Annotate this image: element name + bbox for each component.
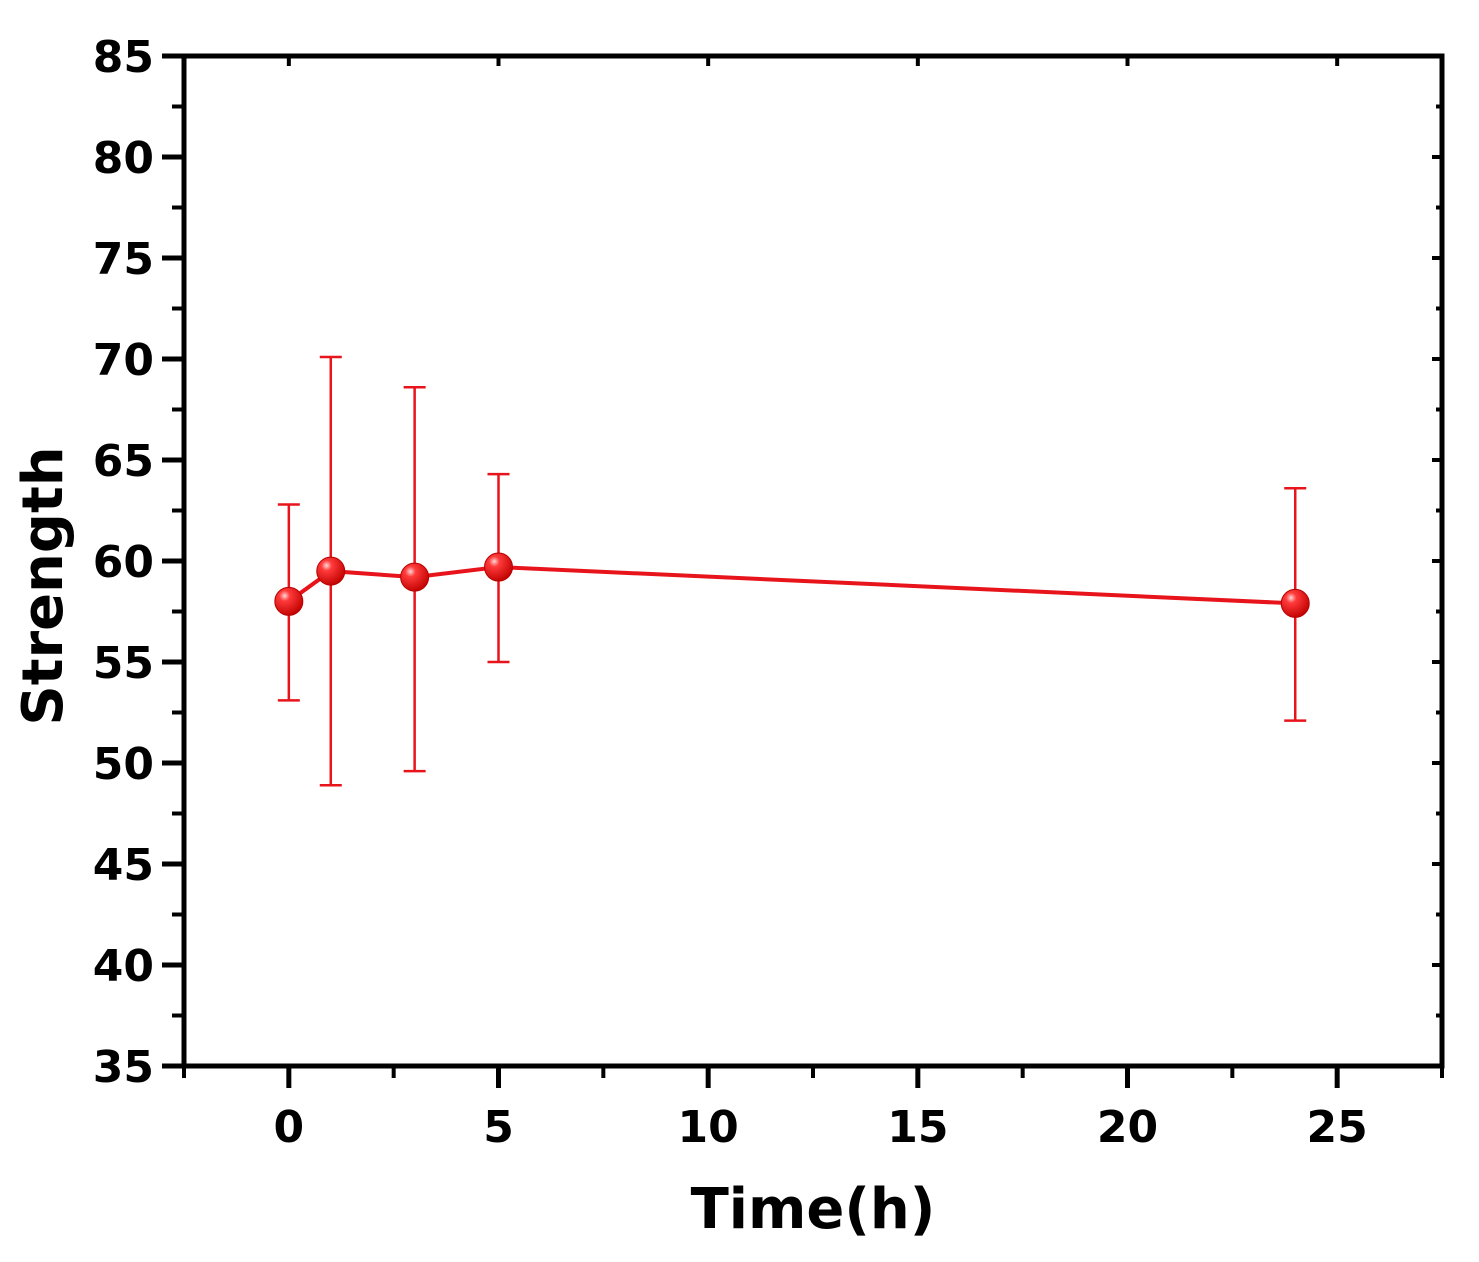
x-tick-label: 10 xyxy=(678,1102,739,1153)
y-tick-label: 75 xyxy=(93,234,154,285)
data-point xyxy=(400,562,430,592)
x-tick-label: 5 xyxy=(483,1102,514,1153)
series-line xyxy=(287,565,1296,606)
data-point xyxy=(484,552,513,582)
y-tick-label: 80 xyxy=(93,133,154,184)
data-point xyxy=(1280,588,1310,618)
plot-frame xyxy=(181,53,1445,1069)
x-axis-title: Time(h) xyxy=(691,1177,936,1242)
x-axis: 0 5 10 15 20 25 xyxy=(182,56,1444,1153)
plot-border xyxy=(181,53,1445,1069)
data-series xyxy=(274,355,1310,787)
x-tick-label: 20 xyxy=(1097,1102,1158,1153)
data-point xyxy=(316,556,346,586)
x-tick-label: 25 xyxy=(1307,1102,1368,1153)
y-axis-title: Strength xyxy=(11,446,76,725)
y-axis: 35 40 45 50 55 60 65 70 75 80 85 xyxy=(93,32,1442,1093)
y-tick-label: 65 xyxy=(93,436,154,487)
y-tick-label: 70 xyxy=(93,335,154,386)
y-tick-label: 60 xyxy=(93,537,154,588)
x-tick-label: 0 xyxy=(274,1102,305,1153)
x-tick-label: 15 xyxy=(887,1102,948,1153)
y-tick-label: 55 xyxy=(93,638,154,689)
y-tick-label: 50 xyxy=(93,739,154,790)
y-tick-label: 40 xyxy=(93,941,154,992)
y-tick-label: 85 xyxy=(93,32,154,83)
y-tick-label: 35 xyxy=(93,1042,154,1093)
y-tick-label: 45 xyxy=(93,840,154,891)
data-point xyxy=(274,586,304,616)
